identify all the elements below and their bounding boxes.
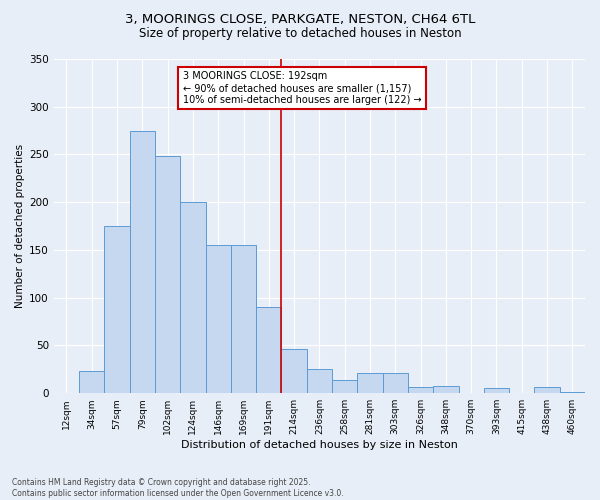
Bar: [104, 226, 130, 393]
Bar: [180, 202, 206, 393]
Bar: [433, 386, 458, 393]
Bar: [231, 245, 256, 393]
Bar: [560, 392, 585, 393]
Bar: [408, 388, 433, 393]
Bar: [535, 388, 560, 393]
Bar: [281, 350, 307, 393]
Bar: [256, 308, 281, 393]
Y-axis label: Number of detached properties: Number of detached properties: [15, 144, 25, 308]
Text: 3 MOORINGS CLOSE: 192sqm
← 90% of detached houses are smaller (1,157)
10% of sem: 3 MOORINGS CLOSE: 192sqm ← 90% of detach…: [183, 72, 421, 104]
Bar: [206, 245, 231, 393]
Bar: [332, 380, 358, 393]
Bar: [358, 373, 383, 393]
Bar: [383, 373, 408, 393]
Bar: [130, 130, 155, 393]
X-axis label: Distribution of detached houses by size in Neston: Distribution of detached houses by size …: [181, 440, 458, 450]
Bar: [307, 370, 332, 393]
Text: 3, MOORINGS CLOSE, PARKGATE, NESTON, CH64 6TL: 3, MOORINGS CLOSE, PARKGATE, NESTON, CH6…: [125, 12, 475, 26]
Text: Contains HM Land Registry data © Crown copyright and database right 2025.
Contai: Contains HM Land Registry data © Crown c…: [12, 478, 344, 498]
Bar: [484, 388, 509, 393]
Bar: [155, 156, 180, 393]
Bar: [79, 371, 104, 393]
Text: Size of property relative to detached houses in Neston: Size of property relative to detached ho…: [139, 28, 461, 40]
